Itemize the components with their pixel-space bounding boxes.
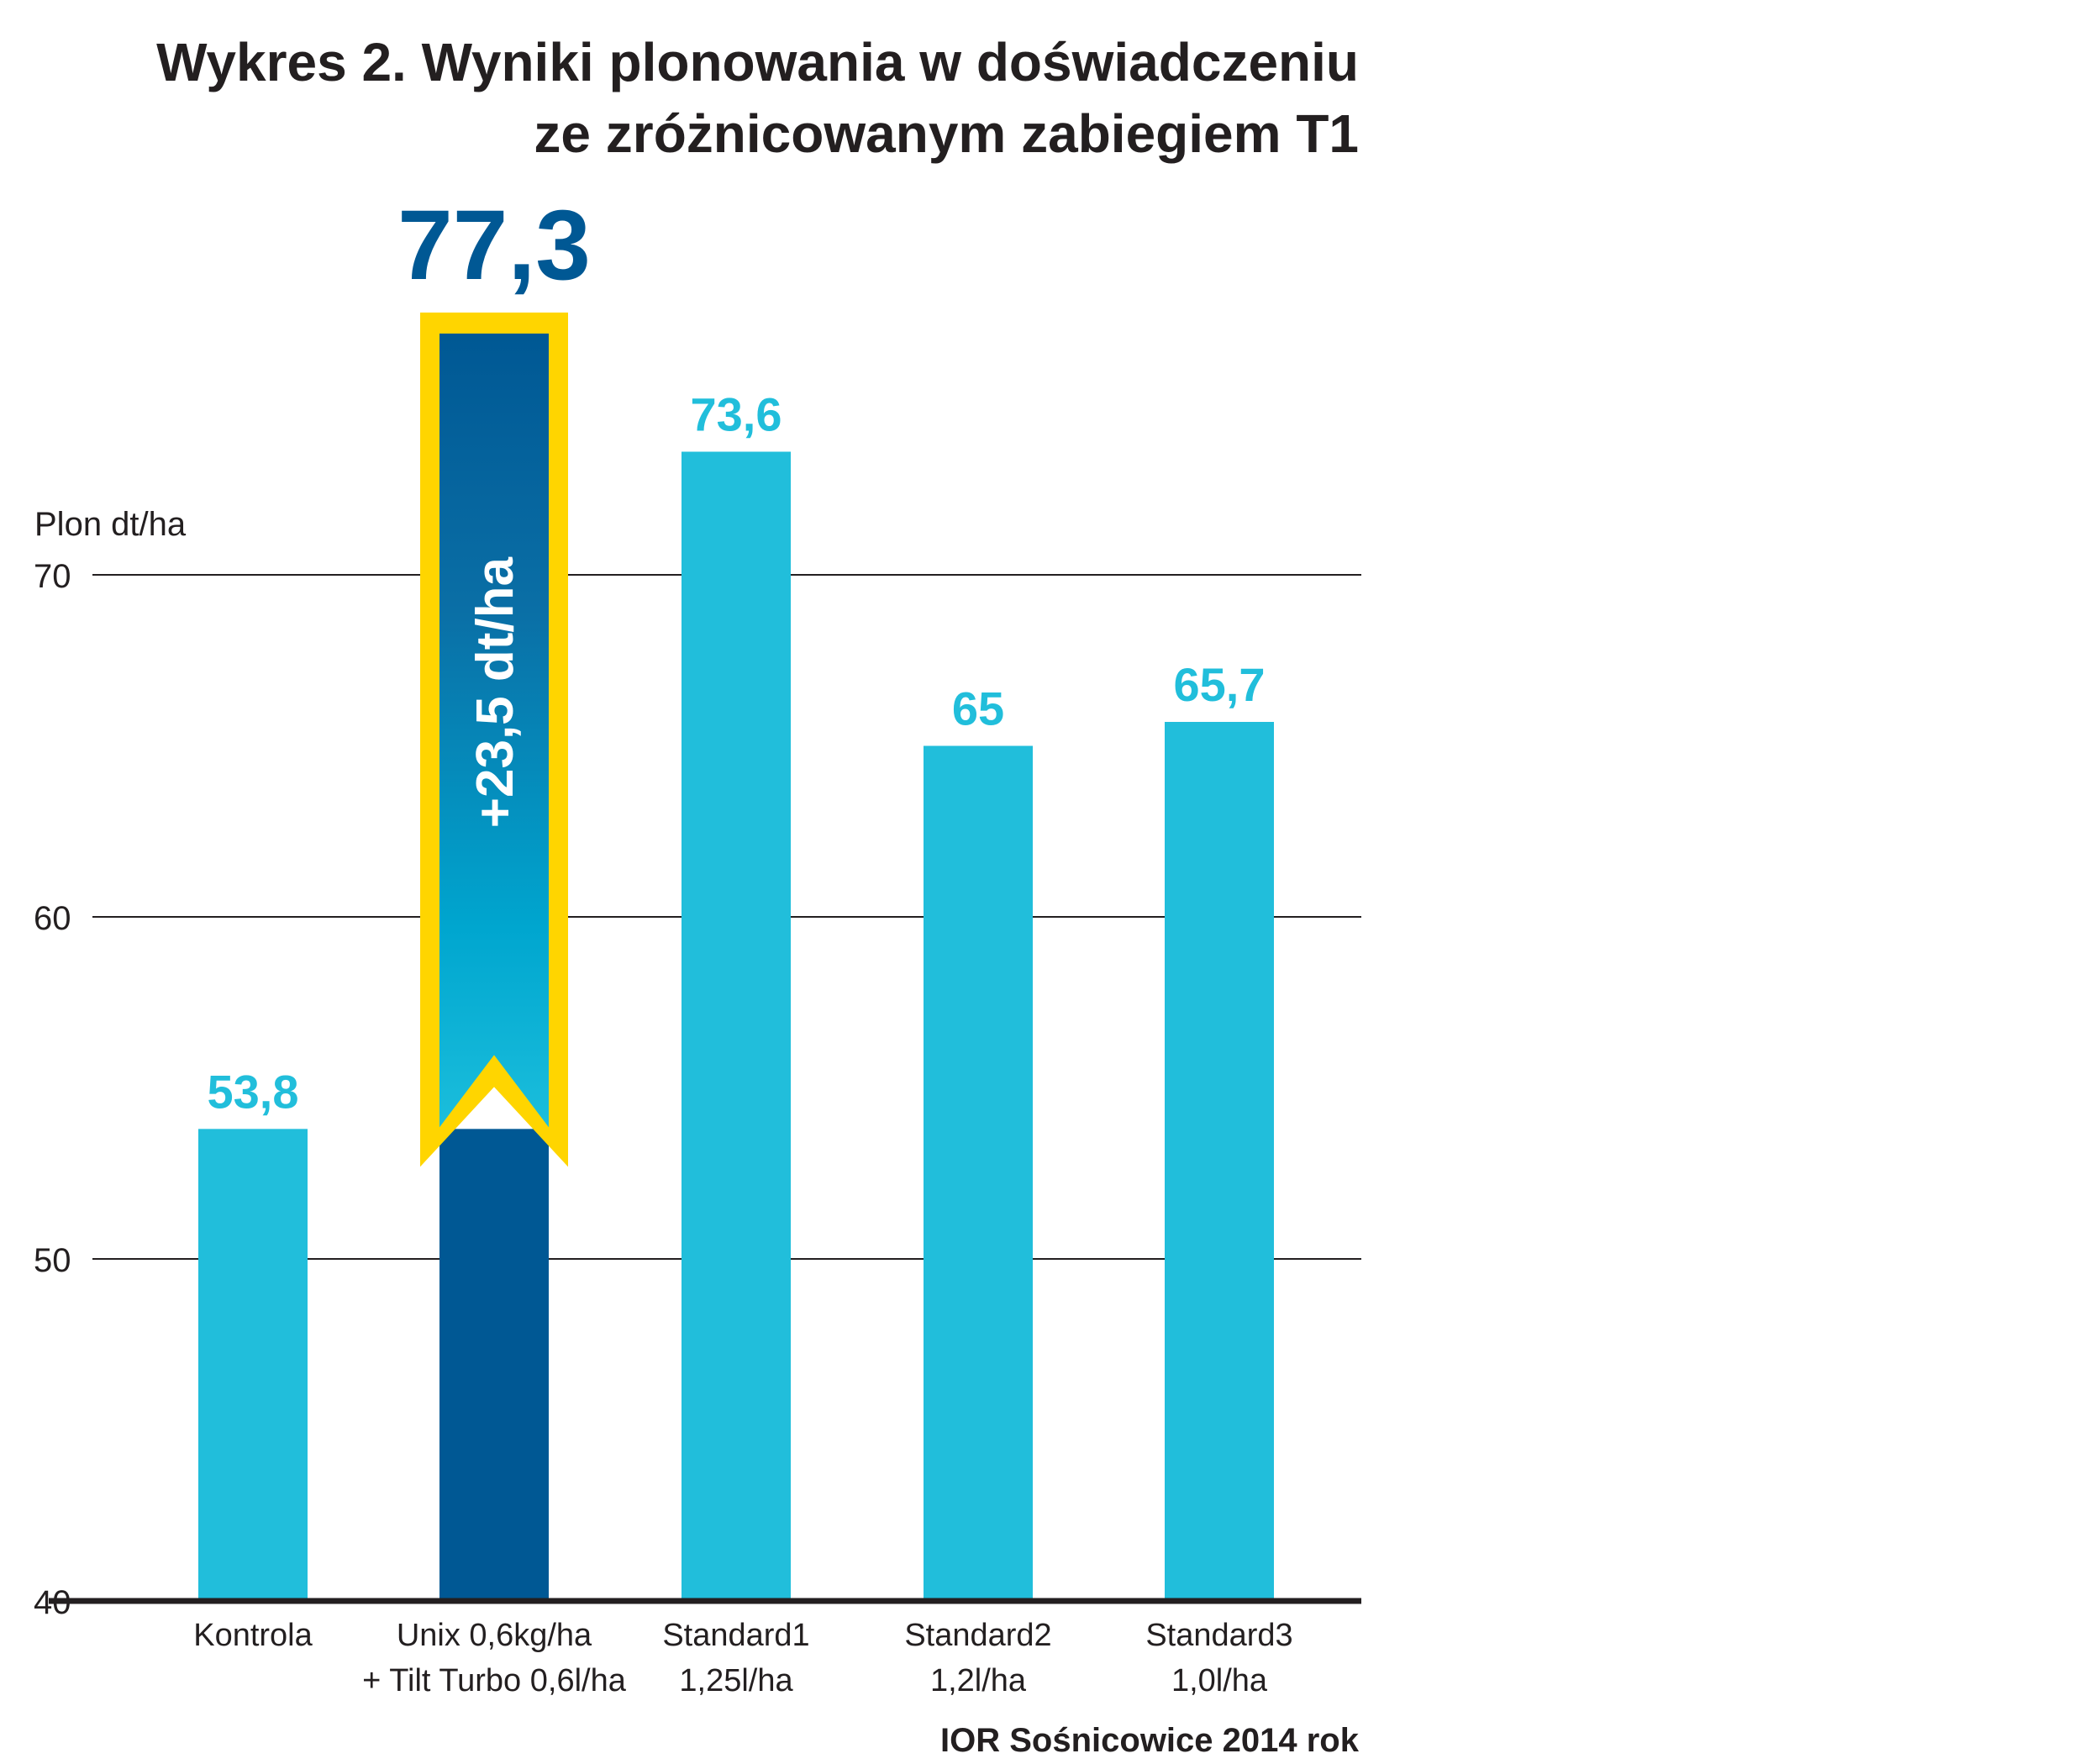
value-label-3: 65	[952, 682, 1004, 735]
category-label-1-1: + Tilt Turbo 0,6l/ha	[362, 1663, 627, 1698]
chart-title-line-1: Wykres 2. Wyniki plonowania w doświadcze…	[156, 32, 1359, 92]
x-tick-labels: Kontrola Unix 0,6kg/ha + Tilt Turbo 0,6l/h…	[193, 1618, 1292, 1698]
category-label-1-0: Unix 0,6kg/ha	[397, 1618, 592, 1653]
category-label-0-0: Kontrola	[193, 1618, 313, 1653]
bar-0	[198, 1129, 308, 1601]
bars	[198, 451, 1274, 1601]
value-labels: 53,8 77,3 73,6 65 65,7	[208, 190, 1266, 1118]
bar-3	[924, 745, 1033, 1601]
y-axis-label: Plon dt/ha	[34, 506, 187, 543]
category-label-2-1: 1,25l/ha	[679, 1663, 793, 1698]
category-label-3-1: 1,2l/ha	[930, 1663, 1027, 1698]
category-label-4-0: Standard3	[1145, 1618, 1292, 1653]
category-label-2-0: Standard1	[662, 1618, 809, 1653]
value-label-4: 65,7	[1174, 658, 1266, 711]
value-label-1: 77,3	[397, 190, 591, 301]
highlight-banner	[439, 333, 549, 1128]
highlight-annotation: +23,5 dt/ha	[420, 312, 568, 1167]
bar-4	[1165, 722, 1274, 1601]
y-tick-50: 50	[34, 1242, 71, 1279]
value-label-2: 73,6	[691, 387, 782, 440]
bar-1	[439, 1129, 549, 1601]
y-tick-labels: 40506070	[34, 558, 71, 1621]
value-label-0: 53,8	[208, 1065, 299, 1118]
bar-2	[682, 451, 791, 1601]
chart-title-line-2: ze zróżnicowanym zabiegiem T1	[534, 103, 1359, 164]
category-label-3-0: Standard2	[904, 1618, 1051, 1653]
category-label-4-1: 1,0l/ha	[1171, 1663, 1268, 1698]
source-note: IOR Sośnicowice 2014 rok	[940, 1722, 1360, 1759]
y-tick-60: 60	[34, 900, 71, 937]
y-tick-70: 70	[34, 558, 71, 595]
gain-annotation: +23,5 dt/ha	[466, 556, 524, 828]
